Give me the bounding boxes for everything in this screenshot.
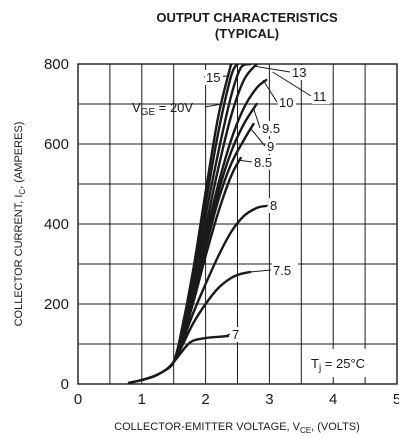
curve-label-bg [278,95,296,110]
y-tick-label: 200 [44,296,69,313]
curve-label-bg [261,121,287,136]
curve-label-bg [291,65,309,80]
curve-label-leader [224,333,231,337]
curve-label-bg [269,198,279,213]
curve-label-10: 10 [279,95,293,110]
curve-label-bg [231,327,241,342]
x-tick-label: 5 [393,391,399,408]
curve-label-8: 8 [270,198,277,213]
x-tick-label: 3 [265,391,273,408]
temperature-annotation: Tj = 25°C [305,349,389,377]
curve-vge-20 [166,64,233,370]
y-tick-label: 0 [61,376,69,393]
curve-label-group: 7 7.5 8 8.59 9.5 10 11 13 15 [203,65,330,342]
curve-label-7.5: 7.5 [273,263,291,278]
vge-leader [204,103,222,108]
curve-label-bg [272,263,298,278]
x-tick-label: 2 [201,391,209,408]
curve-vge-8 [127,204,268,384]
curve-label-leader [250,269,272,273]
chart-title: OUTPUT CHARACTERISTICS [156,10,338,25]
curve-label-8.5: 8.5 [254,155,272,170]
curve-label-7: 7 [232,327,239,342]
y-axis-label: COLLECTOR CURRENT, IC, (AMPERES) [13,122,27,327]
svg-text:Tj = 25°C: Tj = 25°C [311,356,365,374]
curve-label-leader [272,71,312,97]
chart-subtitle: (TYPICAL) [215,26,279,41]
curve-label-bg [205,70,223,85]
curve-label-leader [262,79,278,103]
x-axis-label: COLLECTOR-EMITTER VOLTAGE, VCE, (VOLTS) [114,421,360,435]
curve-label-leader [253,65,291,73]
curve-label-leader [249,127,266,147]
curve-label-bg [312,89,330,104]
curve-group [127,64,268,384]
curve-label-9.5: 9.5 [262,121,280,136]
curve-label-leader [265,204,269,207]
curve-label-15: 15 [206,70,220,85]
y-tick-label: 600 [44,136,69,153]
x-tick-labels: 0 1 2 3 4 5 [74,391,399,408]
curve-label-leader [252,107,261,129]
x-tick-label: 4 [329,391,337,408]
y-tick-label: 800 [44,56,69,73]
vge-annotation: VGE = 20V [132,100,193,118]
curve-label-bg [266,139,276,154]
curve-label-13: 13 [292,65,306,80]
curve-label-9: 9 [267,139,274,154]
curve-label-leader [237,159,253,163]
y-tick-label: 400 [44,216,69,233]
y-tick-labels: 0 200 400 600 800 [44,56,69,393]
x-tick-label: 0 [74,391,82,408]
curve-label-bg [253,155,279,170]
x-tick-label: 1 [138,391,146,408]
curve-label-11: 11 [313,89,327,104]
